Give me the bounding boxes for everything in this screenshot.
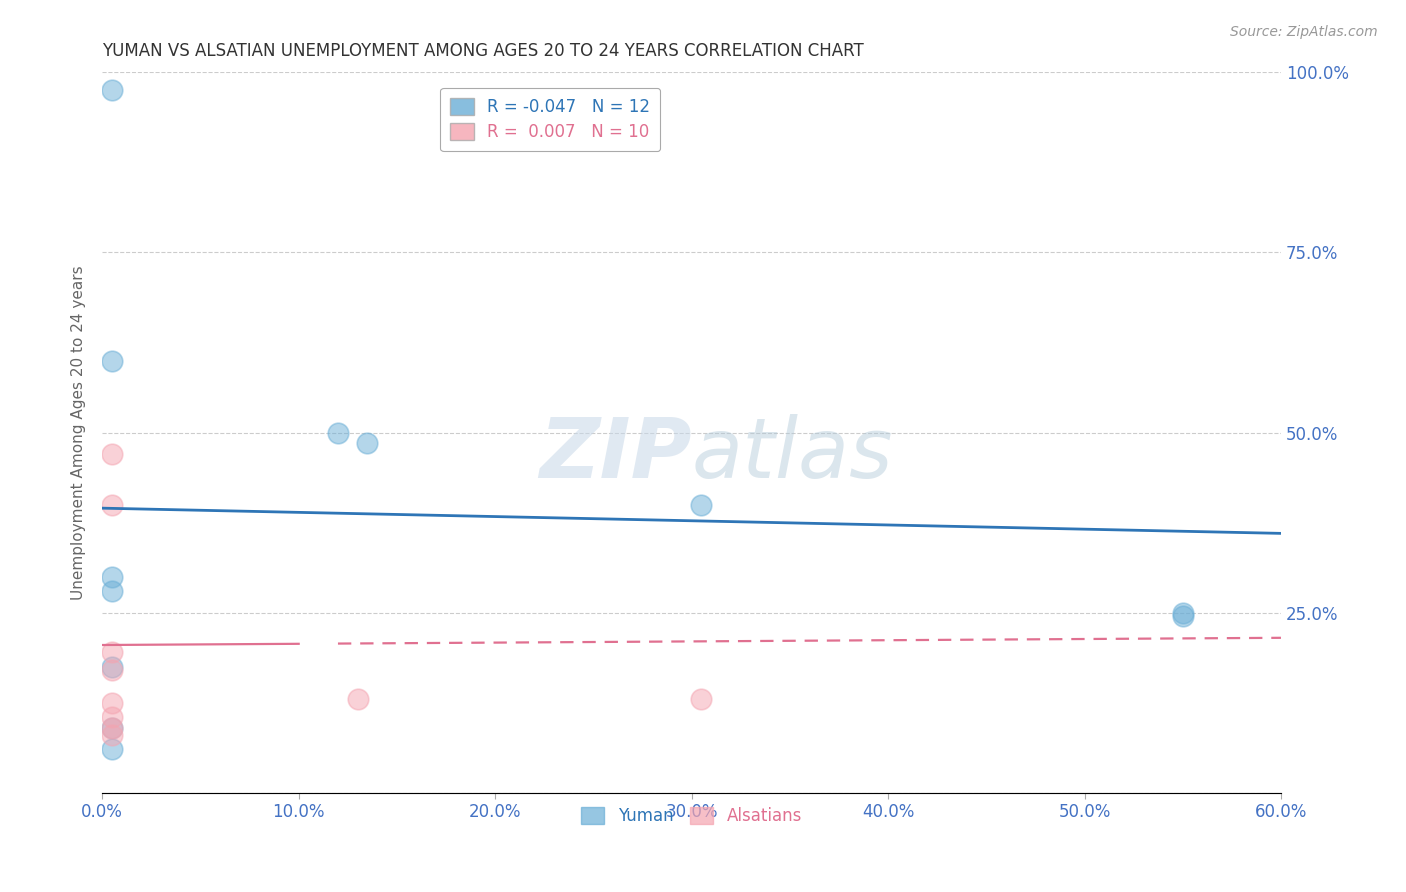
Point: [101, 569, 124, 583]
Point: [1171, 609, 1194, 624]
Point: [346, 692, 368, 706]
Legend: Yuman, Alsatians: Yuman, Alsatians: [571, 797, 813, 835]
Point: [101, 721, 124, 735]
Point: [356, 436, 378, 450]
Point: [101, 728, 124, 742]
Point: [101, 447, 124, 461]
Text: atlas: atlas: [692, 414, 893, 495]
Point: [1171, 606, 1194, 620]
Point: [690, 498, 713, 512]
Point: [101, 742, 124, 756]
Point: [690, 692, 713, 706]
Point: [101, 663, 124, 677]
Point: [101, 83, 124, 97]
Point: [101, 696, 124, 710]
Point: [326, 425, 349, 440]
Text: Source: ZipAtlas.com: Source: ZipAtlas.com: [1230, 25, 1378, 39]
Point: [101, 645, 124, 659]
Text: YUMAN VS ALSATIAN UNEMPLOYMENT AMONG AGES 20 TO 24 YEARS CORRELATION CHART: YUMAN VS ALSATIAN UNEMPLOYMENT AMONG AGE…: [103, 42, 863, 60]
Point: [101, 353, 124, 368]
Text: ZIP: ZIP: [538, 414, 692, 495]
Point: [101, 710, 124, 724]
Point: [101, 498, 124, 512]
Point: [101, 721, 124, 735]
Y-axis label: Unemployment Among Ages 20 to 24 years: Unemployment Among Ages 20 to 24 years: [72, 265, 86, 599]
Point: [101, 659, 124, 673]
Point: [101, 584, 124, 599]
